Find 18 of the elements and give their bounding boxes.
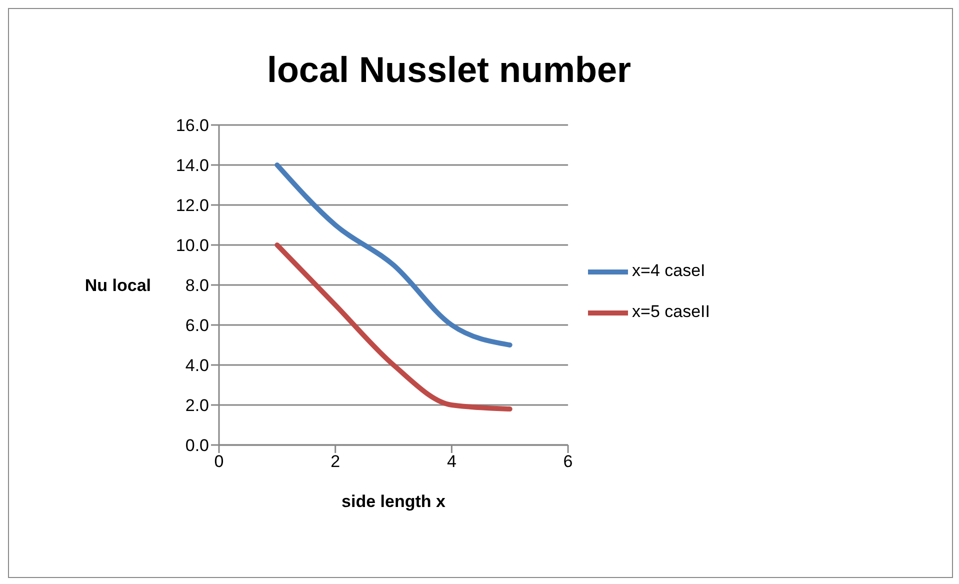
y-tick-label: 10.0 [176, 236, 209, 256]
y-tick-label: 6.0 [185, 316, 209, 336]
y-tick-label: 2.0 [185, 396, 209, 416]
x-tick-label: 2 [330, 452, 340, 472]
chart-title: local Nusslet number [266, 49, 632, 91]
x-axis-title: side length x [342, 492, 446, 511]
y-tick-label: 12.0 [176, 196, 209, 216]
y-axis-title: Nu local [84, 276, 151, 296]
y-tick-label: 16.0 [176, 116, 209, 136]
y-tick-label: 8.0 [185, 276, 209, 296]
y-tick-label: 0.0 [185, 436, 209, 456]
x-tick-label: 6 [563, 452, 573, 472]
x-tick-label: 0 [214, 452, 224, 472]
y-tick-label: 14.0 [176, 156, 209, 176]
legend-label: x=4 caseI [632, 261, 706, 280]
y-tick-label: 4.0 [185, 356, 209, 376]
x-tick-label: 4 [446, 452, 456, 472]
legend-label: x=5 caseII [632, 302, 710, 321]
